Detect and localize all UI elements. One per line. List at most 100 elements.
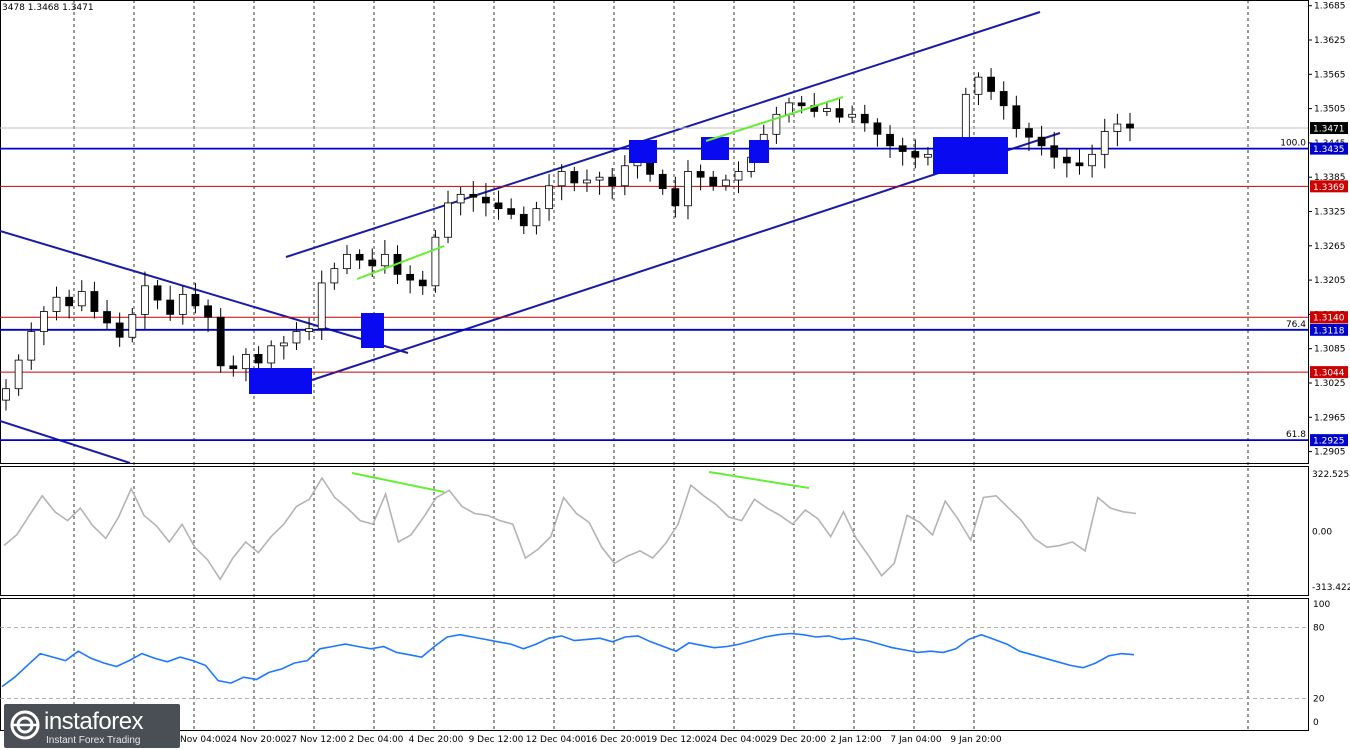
candle <box>141 271 149 329</box>
logo-tagline: Instant Forex Trading <box>46 735 141 746</box>
candle <box>431 229 440 293</box>
candle-body <box>418 279 427 287</box>
signal-box <box>361 313 384 348</box>
candle-body <box>911 151 920 158</box>
candle <box>317 270 326 340</box>
cci-divergence-line <box>351 472 445 493</box>
candle-body <box>1113 123 1122 132</box>
x-tick-label: 9 Dec 12:00 <box>469 735 524 745</box>
candle-body <box>153 285 162 301</box>
candle-body <box>14 359 23 390</box>
candle-body <box>999 91 1008 107</box>
candle <box>570 166 579 192</box>
candle <box>1037 125 1046 156</box>
y-tick-label: 1.3205 <box>1314 276 1346 286</box>
candle <box>27 322 36 370</box>
candle <box>860 104 869 132</box>
cci-y-tick-label: -313.4224 <box>1312 583 1350 593</box>
x-tick-label: 29 Dec 20:00 <box>766 735 827 745</box>
candle-body <box>873 122 882 135</box>
trend-line <box>0 230 409 354</box>
candle <box>557 164 566 201</box>
candle <box>532 201 541 235</box>
candle-body <box>721 179 730 187</box>
candle <box>671 176 680 218</box>
candle-body <box>292 331 301 344</box>
candle-body <box>52 296 61 312</box>
candle-body <box>545 185 553 210</box>
candle-body <box>1050 145 1059 158</box>
signal-box <box>701 137 729 160</box>
x-tick-label: 9 Jan 20:00 <box>950 735 1002 745</box>
candle-body <box>620 165 629 187</box>
candle-body <box>1037 136 1046 147</box>
candle <box>822 102 831 117</box>
candle <box>1126 112 1134 142</box>
candle-body <box>27 331 36 361</box>
x-tick-label: 7 Jan 04:00 <box>890 735 942 745</box>
signal-box <box>629 140 657 163</box>
candle <box>279 335 288 360</box>
candle-body <box>380 253 389 267</box>
trend-line <box>0 420 131 464</box>
ohlc-readout: 3478 1.3468 1.3471 <box>2 3 94 13</box>
instaforex-logo[interactable]: instaforex Instant Forex Trading <box>4 704 180 748</box>
candle-body <box>216 316 225 367</box>
x-tick-label: 16 Dec 20:00 <box>586 735 647 745</box>
signal-box <box>933 137 1008 174</box>
candle-body <box>494 202 503 210</box>
candle-body <box>456 193 465 204</box>
y-tick-label: 1.3085 <box>1314 345 1346 355</box>
y-tick-label: 1.3625 <box>1314 36 1346 46</box>
candle-body <box>65 296 74 307</box>
candle <box>519 206 528 235</box>
price-level-label: 1.3435 <box>1313 145 1345 155</box>
candle <box>848 105 857 123</box>
cci-line <box>3 476 1137 581</box>
trend-line <box>311 132 1061 381</box>
candle <box>1075 149 1084 175</box>
signal-box <box>749 140 769 163</box>
candle <box>1113 113 1122 147</box>
x-tick-label: 24 Dec 04:00 <box>706 735 767 745</box>
candle <box>204 299 212 332</box>
candle-body <box>671 188 680 207</box>
candle <box>898 137 907 166</box>
candle <box>911 139 920 169</box>
x-tick-label: 2 Dec 04:00 <box>349 735 404 745</box>
divergence-line <box>356 245 445 280</box>
candle-body <box>696 171 705 178</box>
candle <box>595 171 604 195</box>
candle-body <box>1012 105 1021 130</box>
signal-box <box>249 368 312 394</box>
candle-body <box>343 253 351 270</box>
candle-body <box>444 202 452 238</box>
candle <box>494 190 503 220</box>
candle <box>696 164 705 191</box>
candle <box>305 317 314 341</box>
fib-level-label: 61.8 <box>1286 430 1306 440</box>
candle <box>254 346 263 372</box>
candle <box>14 354 23 396</box>
candle <box>772 106 781 144</box>
candle-body <box>242 353 250 370</box>
candle-body <box>90 291 99 312</box>
candle <box>418 270 427 295</box>
rsi-y-tick-label: 20 <box>1313 694 1325 704</box>
price-level-tag <box>1310 366 1348 379</box>
candle-body <box>734 171 743 181</box>
candle-body <box>254 353 263 364</box>
cci-panel-frame <box>0 466 1309 596</box>
candle <box>974 72 983 106</box>
price-level-tag <box>1310 323 1348 336</box>
divergence-line <box>705 96 844 142</box>
candle <box>2 379 10 411</box>
candle <box>229 355 238 377</box>
candle <box>987 68 995 100</box>
x-tick-label: 27 Nov 12:00 <box>286 735 347 745</box>
candle <box>191 282 200 314</box>
candle <box>103 300 111 330</box>
price-level-label: 1.2925 <box>1313 437 1345 447</box>
cci-divergence-line <box>708 471 810 489</box>
candle-body <box>204 305 212 318</box>
